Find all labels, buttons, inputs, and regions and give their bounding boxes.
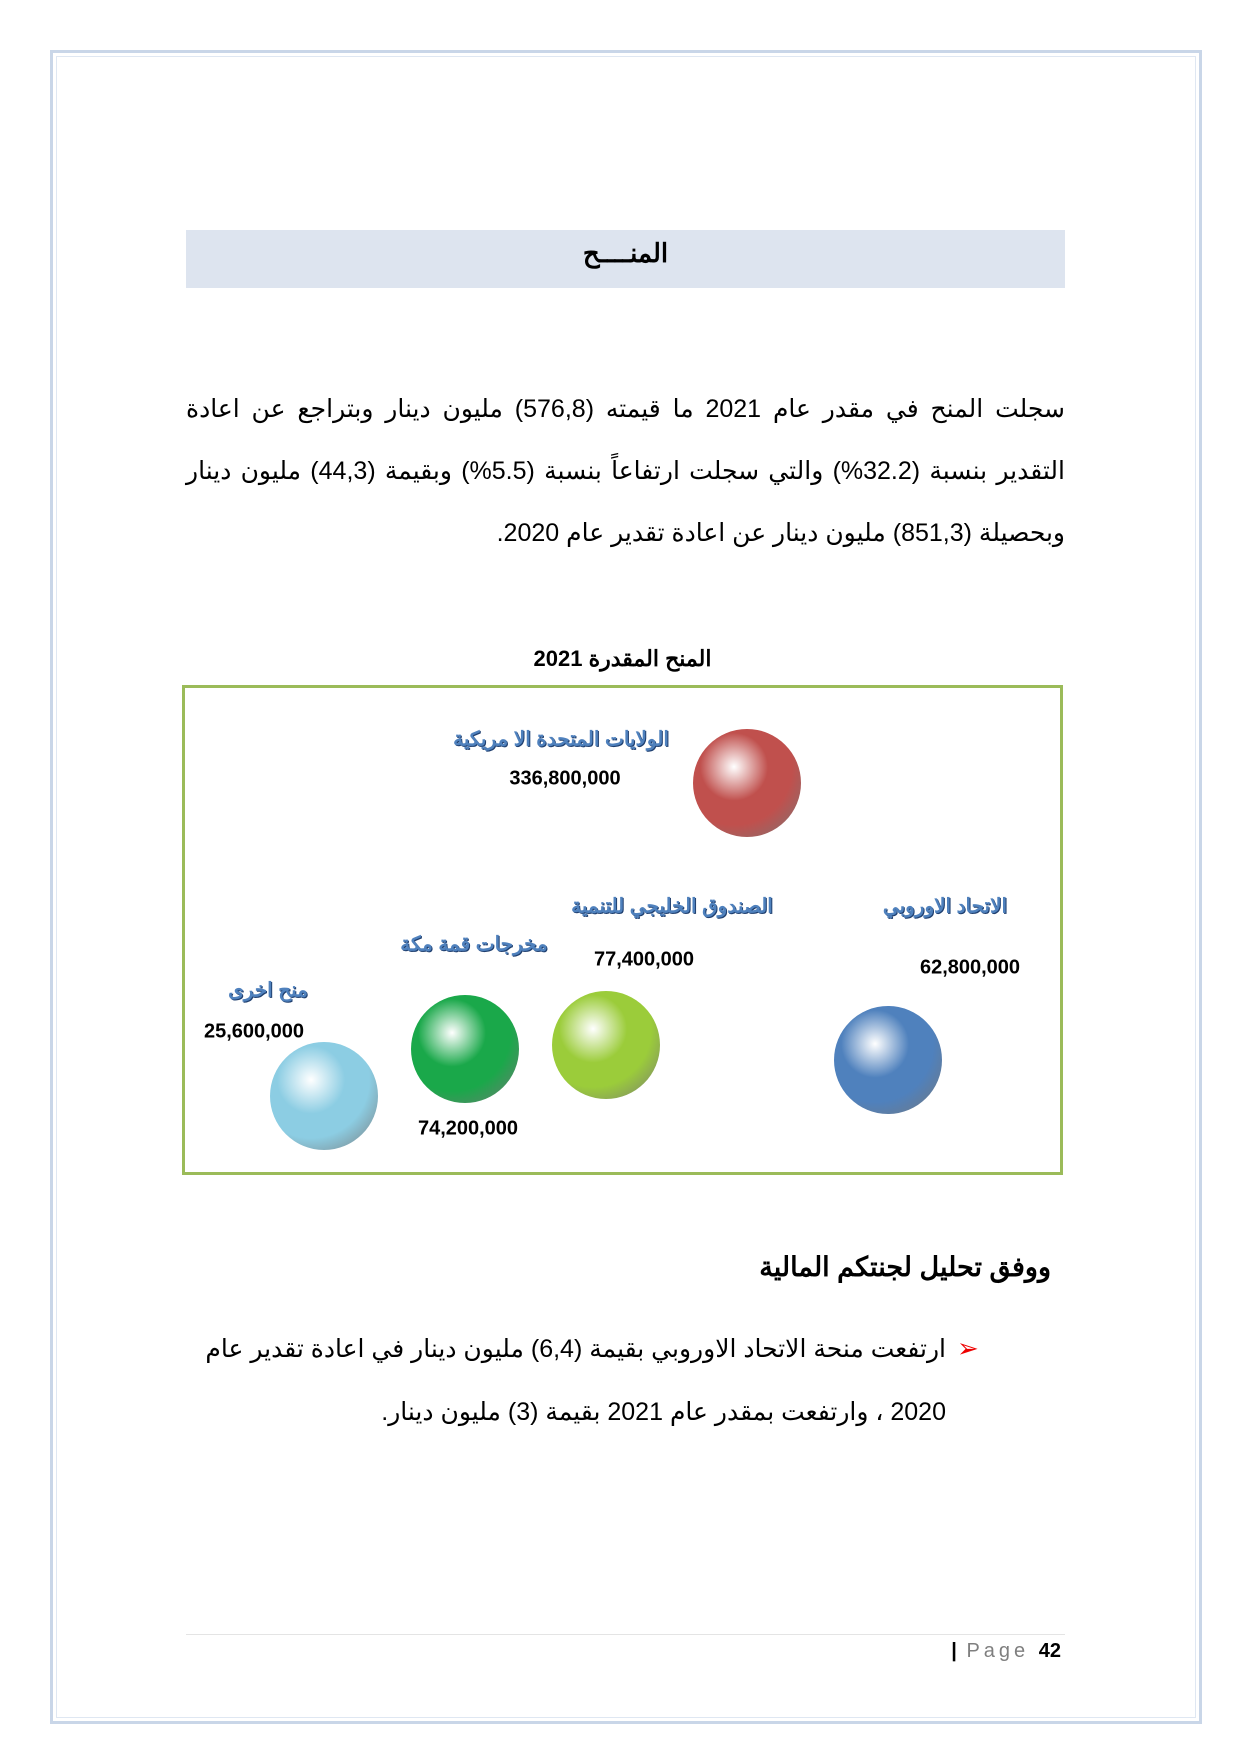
- section-title: المنــــح: [582, 238, 669, 268]
- intro-paragraph: سجلت المنح في مقدر عام 2021 ما قيمته (57…: [186, 395, 1065, 547]
- bubble-value: 336,800,000: [509, 767, 621, 790]
- bubble-value: 25,600,000: [203, 1020, 305, 1043]
- footer-divider: [186, 1634, 1065, 1635]
- bubble-value: 74,200,000: [417, 1117, 519, 1140]
- bubble-label: الاتحاد الاوروبي: [882, 895, 1008, 918]
- bubble-2: [552, 991, 660, 1099]
- chart-title: المنح المقدرة 2021: [533, 646, 712, 671]
- bubble-label: الصندوق الخليجي للتنمية: [571, 895, 773, 918]
- chart-frame: [182, 685, 1063, 1175]
- bubble-3: [411, 995, 519, 1103]
- bubble-label: منح اخرى: [228, 979, 308, 1002]
- arrow-bullet-icon: ➢: [957, 1333, 979, 1363]
- page-number-value: 42: [1038, 1640, 1061, 1662]
- page-border: [50, 50, 1202, 1724]
- bubble-label: الولايات المتحدة الا مريكية: [453, 728, 669, 751]
- bubble-value: 62,800,000: [919, 956, 1021, 979]
- page-word: Page: [966, 1640, 1030, 1662]
- page-separator: |: [951, 1640, 957, 1662]
- page-number: | Page 42: [951, 1640, 1061, 1663]
- bubble-4: [270, 1042, 378, 1150]
- bubble-value: 77,400,000: [593, 948, 695, 971]
- bubble-1: [834, 1006, 942, 1114]
- bullet-item: ارتفعت منحة الاتحاد الاوروبي بقيمة (6,4)…: [205, 1335, 946, 1426]
- section-header: المنــــح: [186, 230, 1065, 288]
- analysis-heading: ووفق تحليل لجنتكم المالية: [759, 1252, 1051, 1282]
- bubble-label: مخرجات قمة مكة: [400, 933, 548, 956]
- bubble-0: [693, 729, 801, 837]
